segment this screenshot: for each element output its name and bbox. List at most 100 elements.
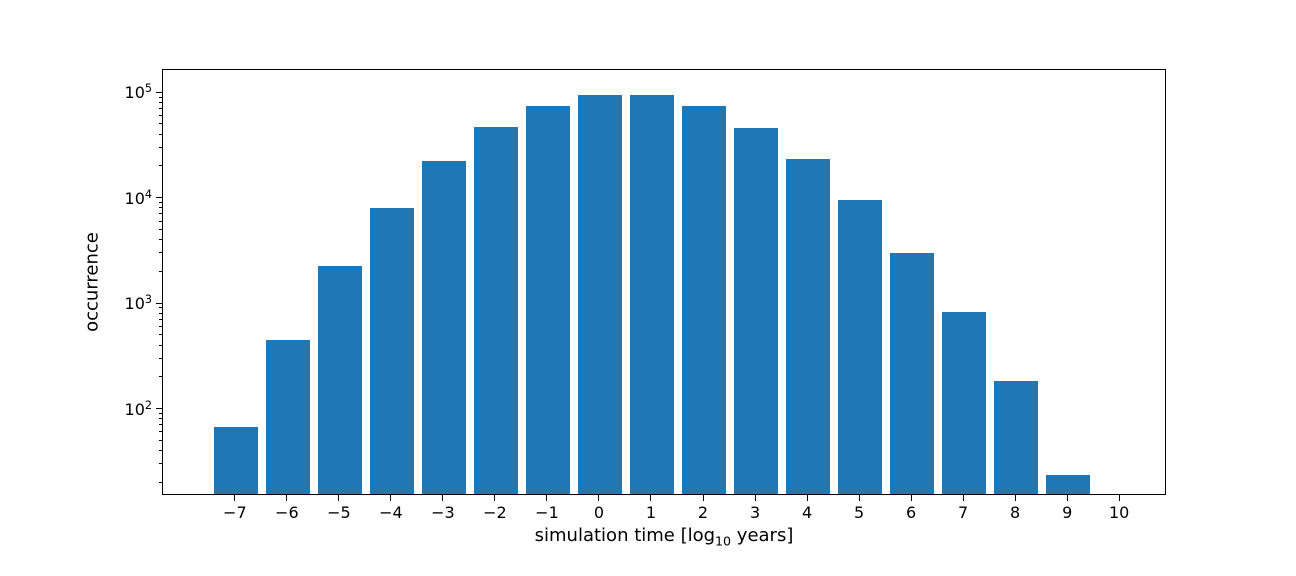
y-minor-tick-mark xyxy=(159,413,162,414)
x-tick-label: −6 xyxy=(275,503,299,522)
y-minor-tick-mark xyxy=(159,134,162,135)
x-tick-label: 2 xyxy=(698,503,708,522)
x-tick-mark xyxy=(494,495,495,501)
y-tick-mark xyxy=(156,92,162,93)
x-tick-mark xyxy=(390,495,391,501)
y-minor-tick-mark xyxy=(159,345,162,346)
x-tick-label: 0 xyxy=(594,503,604,522)
y-minor-tick-mark xyxy=(159,450,162,451)
y-minor-tick-mark xyxy=(159,202,162,203)
histogram-bar xyxy=(630,95,674,494)
y-minor-tick-mark xyxy=(159,239,162,240)
histogram-bar xyxy=(578,95,622,494)
histogram-bar xyxy=(682,106,726,494)
y-minor-tick-mark xyxy=(159,307,162,308)
y-minor-tick-mark xyxy=(159,165,162,166)
y-tick-mark xyxy=(156,303,162,304)
histogram-bar xyxy=(214,427,258,494)
x-tick-label: 5 xyxy=(854,503,864,522)
y-tick-label: 102 xyxy=(125,398,152,418)
y-minor-tick-mark xyxy=(159,207,162,208)
y-tick-label: 103 xyxy=(125,293,152,313)
y-minor-tick-mark xyxy=(159,115,162,116)
histogram-bar xyxy=(422,161,466,494)
y-tick-label: 104 xyxy=(125,187,152,207)
histogram-bar xyxy=(734,128,778,494)
y-axis-label-text: occurrence xyxy=(82,232,103,332)
y-minor-tick-mark xyxy=(159,102,162,103)
histogram-bar xyxy=(370,208,414,494)
x-tick-label: 3 xyxy=(750,503,760,522)
y-minor-tick-mark xyxy=(159,271,162,272)
y-minor-tick-mark xyxy=(159,463,162,464)
y-minor-tick-mark xyxy=(159,221,162,222)
y-minor-tick-mark xyxy=(159,431,162,432)
x-tick-mark xyxy=(807,495,808,501)
y-minor-tick-mark xyxy=(159,108,162,109)
y-minor-tick-mark xyxy=(159,313,162,314)
y-tick-label: 105 xyxy=(125,82,152,102)
y-minor-tick-mark xyxy=(159,334,162,335)
histogram-bar xyxy=(474,127,518,494)
y-minor-tick-mark xyxy=(159,424,162,425)
x-tick-label: 1 xyxy=(646,503,656,522)
x-tick-label: −1 xyxy=(535,503,559,522)
histogram-bar xyxy=(786,159,830,494)
x-tick-label: 8 xyxy=(1010,503,1020,522)
x-tick-label: −5 xyxy=(327,503,351,522)
x-tick-mark xyxy=(286,495,287,501)
y-minor-tick-mark xyxy=(159,97,162,98)
histogram-bar xyxy=(994,381,1038,494)
histogram-bar xyxy=(890,253,934,494)
y-minor-tick-mark xyxy=(159,358,162,359)
x-tick-label: 6 xyxy=(906,503,916,522)
x-tick-mark xyxy=(598,495,599,501)
x-tick-mark xyxy=(703,495,704,501)
x-axis-label-tail: years] xyxy=(731,525,793,546)
y-axis-label: occurrence xyxy=(82,232,103,332)
x-tick-mark xyxy=(546,495,547,501)
histogram-bar xyxy=(942,312,986,494)
x-tick-label: −7 xyxy=(223,503,247,522)
y-minor-tick-mark xyxy=(159,213,162,214)
x-tick-mark xyxy=(1015,495,1016,501)
y-minor-tick-mark xyxy=(159,123,162,124)
histogram-bar xyxy=(526,106,570,494)
x-tick-mark xyxy=(859,495,860,501)
histogram-bar xyxy=(266,340,310,494)
x-tick-mark xyxy=(963,495,964,501)
y-minor-tick-mark xyxy=(159,376,162,377)
y-minor-tick-mark xyxy=(159,482,162,483)
x-tick-mark xyxy=(1119,495,1120,501)
y-minor-tick-mark xyxy=(159,440,162,441)
y-minor-tick-mark xyxy=(159,252,162,253)
x-tick-mark xyxy=(650,495,651,501)
y-tick-mark xyxy=(156,197,162,198)
x-tick-label: 4 xyxy=(802,503,812,522)
x-tick-label: −4 xyxy=(379,503,403,522)
x-axis-label: simulation time [log10 years] xyxy=(535,525,794,549)
x-tick-mark xyxy=(442,495,443,501)
x-tick-mark xyxy=(755,495,756,501)
y-minor-tick-mark xyxy=(159,326,162,327)
y-minor-tick-mark xyxy=(159,319,162,320)
x-axis-label-text: simulation time [log xyxy=(535,525,715,546)
y-tick-mark xyxy=(156,408,162,409)
y-minor-tick-mark xyxy=(159,147,162,148)
histogram-bar xyxy=(318,266,362,494)
x-tick-label: −3 xyxy=(431,503,455,522)
x-tick-label: 7 xyxy=(958,503,968,522)
y-minor-tick-mark xyxy=(159,229,162,230)
plot-area xyxy=(162,69,1166,495)
y-minor-tick-mark xyxy=(159,418,162,419)
chart-container: simulation time [log10 years] occurrence… xyxy=(0,0,1296,576)
x-tick-label: 10 xyxy=(1109,503,1129,522)
x-axis-label-sub: 10 xyxy=(715,534,731,549)
x-tick-mark xyxy=(911,495,912,501)
x-tick-label: −2 xyxy=(483,503,507,522)
histogram-bar xyxy=(838,200,882,494)
x-tick-mark xyxy=(1067,495,1068,501)
x-tick-mark xyxy=(234,495,235,501)
x-tick-label: 9 xyxy=(1062,503,1072,522)
histogram-bar xyxy=(1046,475,1090,494)
